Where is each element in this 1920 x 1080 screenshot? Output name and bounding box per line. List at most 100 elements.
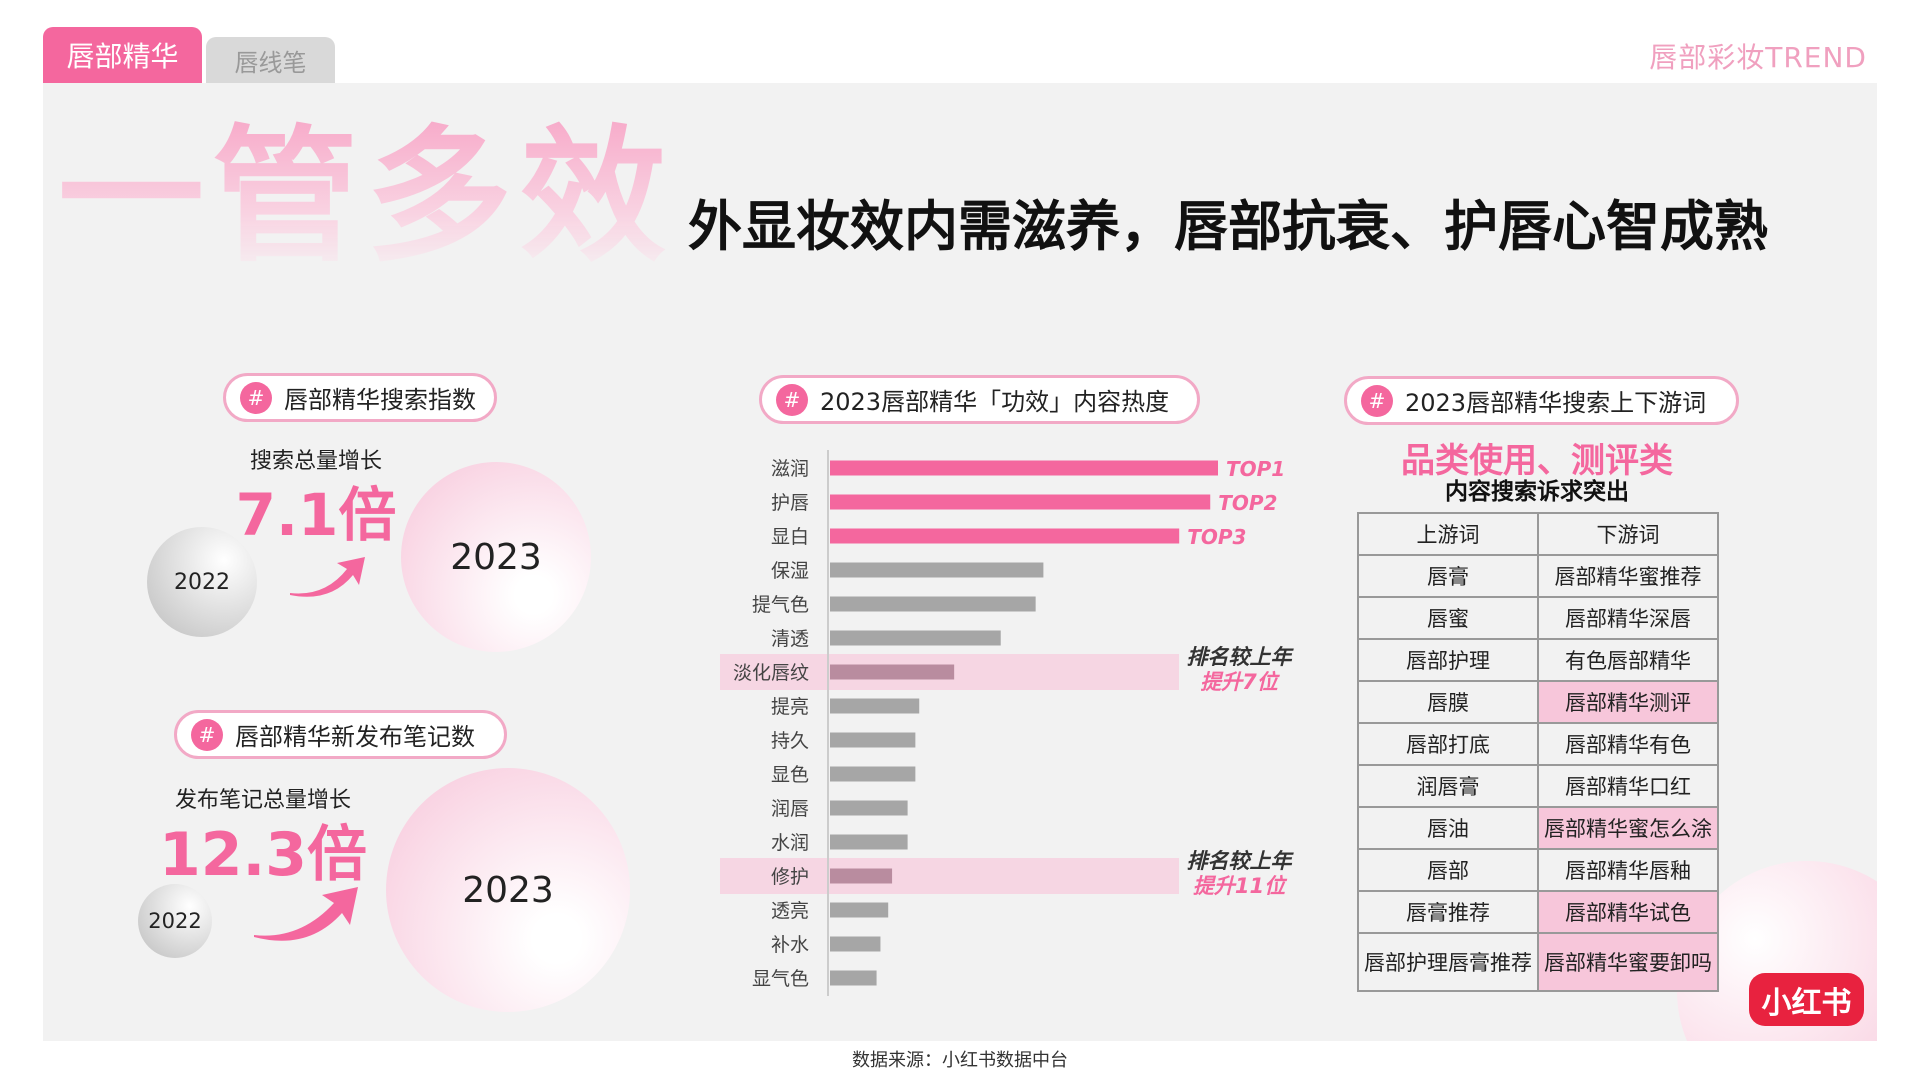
- tag-text: 唇部精华搜索指数: [284, 386, 476, 414]
- tab-active[interactable]: 唇部精华: [43, 27, 202, 83]
- table-cell: 唇膏推荐: [1357, 890, 1539, 934]
- logo: 小红书: [1749, 973, 1864, 1026]
- year: 2023: [450, 536, 542, 578]
- brand: 唇部彩妆TREND: [1649, 41, 1867, 74]
- highlight-text: 品类使用、测评类: [1401, 441, 1673, 481]
- table-cell: 唇部精华唇釉: [1537, 848, 1719, 892]
- table-row: 唇膜 唇部精华测评: [1357, 680, 1719, 724]
- bar: [830, 834, 908, 850]
- year-circle: 2022: [138, 884, 212, 958]
- table-cell: 唇部打底: [1357, 722, 1539, 766]
- chart-title: 2023唇部精华「功效」内容热度: [820, 388, 1170, 416]
- headline: 外显妆效内需滋养，唇部抗衰、护唇心智成熟: [688, 195, 1768, 258]
- arrow: [290, 557, 365, 597]
- bar: [830, 698, 920, 714]
- table-cell: 唇部: [1357, 848, 1539, 892]
- bar: [830, 596, 1036, 612]
- table-cell: 唇膏: [1357, 554, 1539, 598]
- year: 2022: [174, 569, 230, 595]
- category-label: 显气色: [752, 968, 809, 990]
- category-label: 润唇: [771, 798, 809, 820]
- bar: [830, 460, 1218, 476]
- table-row: 唇膏 唇部精华蜜推荐: [1357, 554, 1719, 598]
- table-row: 唇蜜 唇部精华深唇: [1357, 596, 1719, 640]
- table-cell: 唇蜜: [1357, 596, 1539, 640]
- year-circle: 2022: [147, 527, 257, 637]
- tab[interactable]: 唇线笔: [206, 37, 335, 83]
- table-cell: 唇部护理: [1357, 638, 1539, 682]
- annotation: 排名较上年: [1187, 849, 1295, 873]
- table-cell: 唇部精华蜜怎么涂: [1537, 806, 1719, 850]
- annotation: 排名较上年: [1187, 645, 1295, 669]
- top-label: TOP3: [1187, 525, 1246, 549]
- table-cell: 唇部精华有色: [1537, 722, 1719, 766]
- hash-icon: #: [776, 383, 808, 416]
- category-label: 透亮: [771, 900, 809, 922]
- table-row: 唇部打底 唇部精华有色: [1357, 722, 1719, 766]
- row-highlight: [720, 858, 1179, 894]
- bar: [830, 868, 893, 884]
- growth-label: 发布笔记总量增长: [174, 788, 352, 813]
- category-label: 清透: [771, 628, 809, 650]
- section-tag: # 唇部精华新发布笔记数: [174, 710, 507, 759]
- category-label: 提气色: [752, 594, 809, 616]
- top-label: TOP2: [1218, 491, 1277, 515]
- category-label: 持久: [771, 730, 809, 752]
- section-tag: # 2023唇部精华搜索上下游词: [1344, 376, 1739, 425]
- keyword-table: 上游词 下游词 唇膏 唇部精华蜜推荐 唇蜜 唇部精华深唇 唇部护理 有色唇部精华 唇膜 唇部精华测…: [1357, 512, 1719, 992]
- category-label: 提亮: [771, 696, 809, 718]
- subtitle: 内容搜索诉求突出: [1445, 479, 1629, 505]
- bar: [830, 732, 916, 748]
- growth-value: 12.3倍: [158, 820, 368, 890]
- table-row: 唇膏推荐 唇部精华试色: [1357, 890, 1719, 934]
- bar: [830, 800, 908, 816]
- growth-value: 7.1倍: [235, 481, 397, 549]
- bar: [830, 630, 1001, 646]
- bar: [830, 936, 881, 952]
- bar: [830, 664, 955, 680]
- table-row: 唇部护理唇膏推荐 唇部精华蜜要卸吗: [1357, 932, 1719, 992]
- year: 2023: [462, 869, 554, 911]
- category-label: 淡化唇纹: [733, 662, 809, 684]
- header-cell: 下游词: [1537, 512, 1719, 556]
- header-cell: 上游词: [1357, 512, 1539, 556]
- table-row: 润唇膏 唇部精华口红: [1357, 764, 1719, 808]
- bar: [830, 902, 889, 918]
- bar: [830, 494, 1211, 510]
- category-label: 补水: [771, 934, 809, 956]
- table-cell: 唇部精华试色: [1537, 890, 1719, 934]
- category-label: 显白: [771, 526, 809, 548]
- annotation: 提升11位: [1193, 874, 1288, 898]
- top-label: TOP1: [1226, 457, 1285, 481]
- table-cell: 唇部精华深唇: [1537, 596, 1719, 640]
- bar: [830, 766, 916, 782]
- year-circle: 2023: [386, 768, 630, 1012]
- year-circle: 2023: [401, 462, 591, 652]
- table-cell: 唇膜: [1357, 680, 1539, 724]
- hash-icon: #: [191, 718, 223, 751]
- bar: [830, 562, 1044, 578]
- table-cell: 唇部精华蜜推荐: [1537, 554, 1719, 598]
- table-row: 唇油 唇部精华蜜怎么涂: [1357, 806, 1719, 850]
- growth-label: 搜索总量增长: [249, 449, 383, 474]
- section-tag: # 唇部精华搜索指数: [223, 373, 497, 422]
- hash-icon: #: [1361, 384, 1393, 417]
- table-row: 唇部护理 有色唇部精华: [1357, 638, 1719, 682]
- table-cell: 唇部护理唇膏推荐: [1357, 932, 1539, 992]
- year: 2022: [148, 909, 202, 933]
- tag-text: 2023唇部精华搜索上下游词: [1405, 389, 1707, 417]
- hash-icon: #: [240, 381, 272, 414]
- table-cell: 唇部精华蜜要卸吗: [1537, 932, 1719, 992]
- bar: [830, 970, 877, 986]
- category-label: 水润: [771, 832, 809, 854]
- big-title: 一管多效: [58, 112, 674, 282]
- source: 数据来源：小红书数据中台: [852, 1050, 1068, 1071]
- table-cell: 唇部精华测评: [1537, 680, 1719, 724]
- category-label: 保湿: [771, 560, 809, 582]
- table-cell: 润唇膏: [1357, 764, 1539, 808]
- category-label: 滋润: [771, 458, 809, 480]
- arrow: [254, 887, 358, 941]
- table-header-row: 上游词 下游词: [1357, 512, 1719, 556]
- category-label: 显色: [771, 764, 809, 786]
